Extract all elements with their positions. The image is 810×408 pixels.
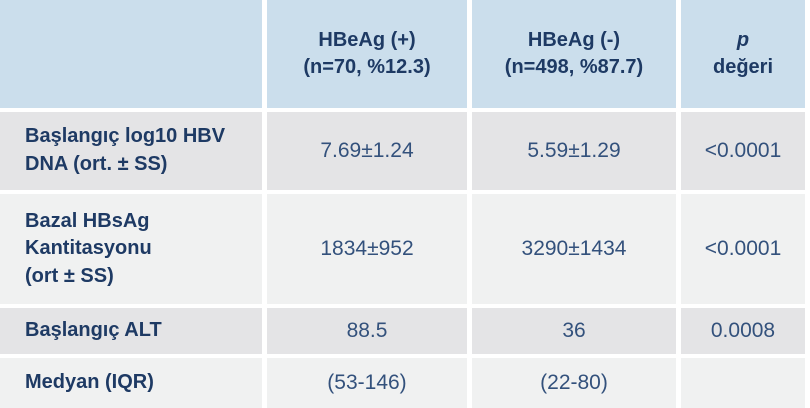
cell-hbsag-p: <0.0001 xyxy=(681,194,805,304)
cell-alt-hbeag-neg: 36 xyxy=(472,308,676,354)
header-empty-cell xyxy=(0,0,262,108)
row-label-medyan-iqr: Medyan (IQR) xyxy=(0,358,262,408)
p-value-symbol: p xyxy=(736,29,750,51)
cell-medyan-p xyxy=(681,358,805,408)
cell-alt-hbeag-pos: 88.5 xyxy=(267,308,467,354)
header-hbeag-positive: HBeAg (+) (n=70, %12.3) xyxy=(267,0,467,108)
cell-hbsag-hbeag-pos: 1834±952 xyxy=(267,194,467,304)
cell-hbvdna-p: <0.0001 xyxy=(681,112,805,190)
row-label-hbv-dna: Başlangıç log10 HBV DNA (ort. ± SS) xyxy=(0,112,262,190)
cell-hbvdna-hbeag-pos: 7.69±1.24 xyxy=(267,112,467,190)
header-p-value: p değeri xyxy=(681,0,805,108)
p-value-word: değeri xyxy=(712,56,774,78)
row-label-hbsag: Bazal HBsAg Kantitasyonu (ort ± SS) xyxy=(0,194,262,304)
cell-alt-p: 0.0008 xyxy=(681,308,805,354)
cell-medyan-hbeag-neg: (22-80) xyxy=(472,358,676,408)
row-label-alt: Başlangıç ALT xyxy=(0,308,262,354)
header-hbeag-negative: HBeAg (-) (n=498, %87.7) xyxy=(472,0,676,108)
cell-hbvdna-hbeag-neg: 5.59±1.29 xyxy=(472,112,676,190)
cell-hbsag-hbeag-neg: 3290±1434 xyxy=(472,194,676,304)
cell-medyan-hbeag-pos: (53-146) xyxy=(267,358,467,408)
